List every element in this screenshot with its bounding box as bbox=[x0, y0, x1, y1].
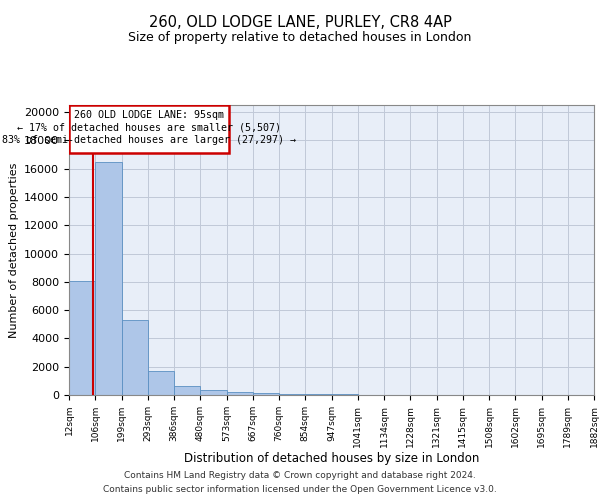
Text: Size of property relative to detached houses in London: Size of property relative to detached ho… bbox=[128, 31, 472, 44]
Bar bbox=[253, 393, 279, 395]
Text: 83% of semi-detached houses are larger (27,297) →: 83% of semi-detached houses are larger (… bbox=[2, 136, 296, 145]
Bar bbox=[148, 370, 174, 395]
Text: ← 17% of detached houses are smaller (5,507): ← 17% of detached houses are smaller (5,… bbox=[17, 122, 281, 132]
Bar bbox=[227, 392, 253, 395]
Bar bbox=[69, 105, 229, 153]
Text: 260, OLD LODGE LANE, PURLEY, CR8 4AP: 260, OLD LODGE LANE, PURLEY, CR8 4AP bbox=[149, 15, 451, 30]
Bar bbox=[279, 394, 305, 395]
X-axis label: Distribution of detached houses by size in London: Distribution of detached houses by size … bbox=[184, 452, 479, 466]
Bar bbox=[305, 394, 331, 395]
Y-axis label: Number of detached properties: Number of detached properties bbox=[8, 162, 19, 338]
Bar bbox=[69, 281, 95, 395]
Bar bbox=[95, 162, 121, 395]
Bar bbox=[174, 386, 200, 395]
Bar bbox=[200, 390, 227, 395]
Text: 260 OLD LODGE LANE: 95sqm: 260 OLD LODGE LANE: 95sqm bbox=[74, 110, 224, 120]
Text: Contains public sector information licensed under the Open Government Licence v3: Contains public sector information licen… bbox=[103, 484, 497, 494]
Bar bbox=[121, 320, 148, 395]
Bar bbox=[331, 394, 358, 395]
Text: Contains HM Land Registry data © Crown copyright and database right 2024.: Contains HM Land Registry data © Crown c… bbox=[124, 472, 476, 480]
